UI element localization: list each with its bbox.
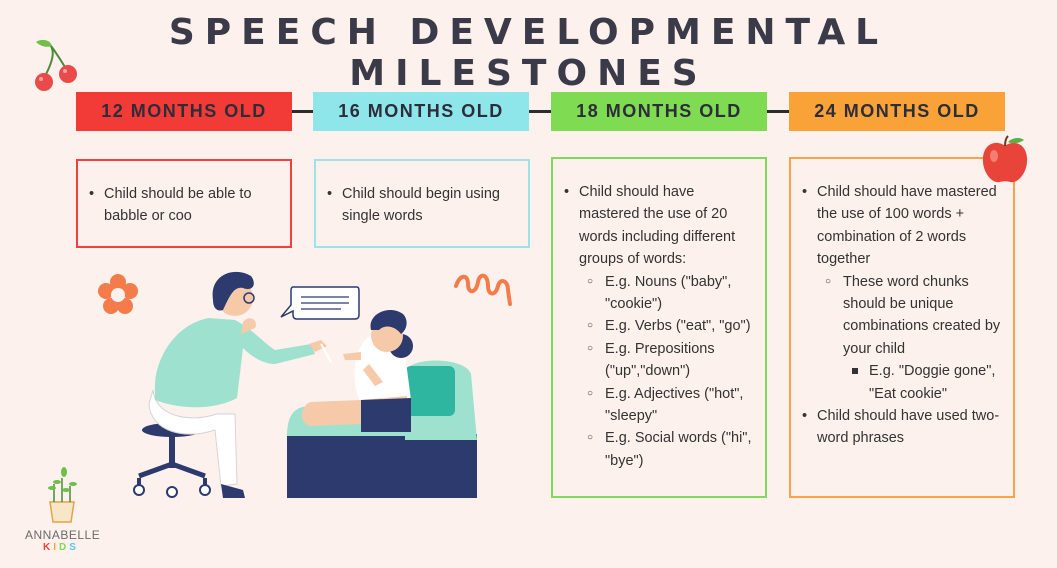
squiggle-icon xyxy=(454,273,512,306)
milestone-box-24: Child should have mastered the use of 10… xyxy=(789,157,1015,498)
list-item: Child should have used two-word phrases xyxy=(802,405,1003,450)
plant-icon xyxy=(48,467,77,523)
cherries-icon xyxy=(35,39,77,91)
page-title: SPEECH DEVELOPMENTAL MILESTONES xyxy=(168,12,889,94)
header-24-months: 24 MONTHS OLD xyxy=(789,92,1005,131)
sub-sub-list-item: E.g. "Doggie gone", "Eat cookie" xyxy=(852,360,1003,405)
logo-name: ANNABELLE xyxy=(25,528,101,542)
list-item: Child should begin using single words xyxy=(327,183,518,228)
milestone-box-12: Child should be able to babble or coo xyxy=(76,159,292,248)
sub-list-item-text: These word chunks should be unique combi… xyxy=(843,273,1001,357)
logo-kids: KIDS xyxy=(25,542,97,553)
list-item: Child should have mastered the use of 20… xyxy=(564,181,755,472)
logo-letter: K xyxy=(43,542,54,553)
sub-list-item: E.g. Social words ("hi", "bye") xyxy=(587,427,755,472)
milestone-box-18: Child should have mastered the use of 20… xyxy=(551,157,767,498)
milestone-box-16: Child should begin using single words xyxy=(314,159,530,248)
speech-bubble-icon xyxy=(280,286,360,320)
apple-icon xyxy=(982,135,1028,183)
sub-list-item: E.g. Verbs ("eat", "go") xyxy=(587,315,755,338)
logo-letter: D xyxy=(59,542,70,553)
sub-list-item: E.g. Adjectives ("hot", "sleepy" xyxy=(587,383,755,428)
sub-list-item: E.g. Nouns ("baby", "cookie") xyxy=(587,271,755,316)
list-item-text: Child should have mastered the use of 10… xyxy=(817,184,997,268)
logo-letter: I xyxy=(53,542,60,553)
list-item: Child should have mastered the use of 10… xyxy=(802,181,1003,405)
logo-letter: S xyxy=(69,542,79,553)
header-12-months: 12 MONTHS OLD xyxy=(76,92,292,131)
sub-list-item: These word chunks should be unique combi… xyxy=(825,271,1003,405)
list-item: Child should be able to babble or coo xyxy=(89,183,280,228)
header-18-months: 18 MONTHS OLD xyxy=(551,92,767,131)
header-16-months: 16 MONTHS OLD xyxy=(313,92,529,131)
therapist-child-illustration xyxy=(133,271,477,498)
timeline-line xyxy=(290,110,790,113)
list-item-text: Child should have mastered the use of 20… xyxy=(579,184,736,268)
flower-icon xyxy=(98,274,138,314)
sub-list-item: E.g. Prepositions ("up","down") xyxy=(587,338,755,383)
